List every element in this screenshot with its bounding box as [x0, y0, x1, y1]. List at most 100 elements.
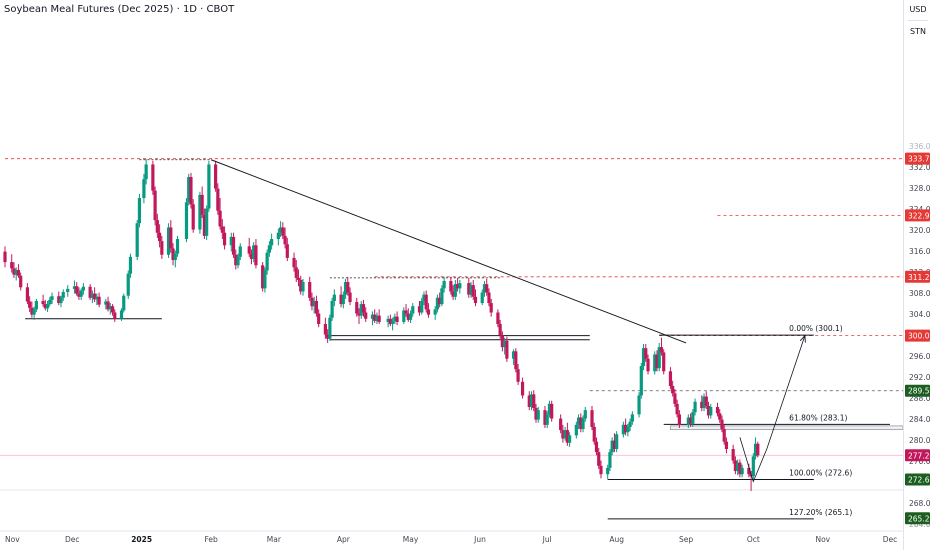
candle-body — [688, 417, 693, 424]
candle-body — [547, 403, 552, 415]
candle-body — [108, 306, 112, 310]
candle-body — [278, 227, 283, 233]
candle-body — [104, 301, 108, 305]
x-tick-12: Nov — [815, 535, 830, 544]
y-tick-11: 284.0 — [909, 415, 931, 424]
price-tag-5 — [905, 449, 930, 462]
candle-body — [628, 421, 632, 427]
candle-body — [574, 424, 578, 436]
candle-body — [455, 284, 460, 289]
y-tick-partial-0: 336.0 — [909, 142, 931, 151]
candle-body — [361, 304, 366, 313]
candle-body — [500, 335, 504, 348]
candle-body — [169, 227, 173, 249]
currency-divider — [908, 20, 928, 21]
candle-body — [220, 226, 224, 233]
candle-body — [216, 188, 220, 211]
candle-body — [706, 405, 711, 416]
candle-body — [355, 302, 359, 314]
candle-body — [581, 418, 585, 430]
fib-label-2: 100.00% (272.6) — [789, 468, 852, 477]
candle-body — [229, 236, 233, 246]
candle-body — [299, 279, 303, 292]
time-axis[interactable]: Nov Dec 2025 Feb Mar Apr May Jun Jul Aug Sep Oct Nov… — [0, 530, 903, 544]
candle-body — [480, 292, 484, 304]
candle-body — [438, 297, 442, 305]
candle-body — [153, 190, 157, 221]
candle-body — [296, 277, 301, 280]
candle-body — [722, 429, 726, 442]
price-tags-layer: 333.7 322.9 311.2 300.0 289.5 277.2 272.6 265.2 — [905, 152, 930, 525]
x-tick-1: Dec — [65, 535, 80, 544]
candle-body — [25, 287, 30, 302]
x-tick-9: Aug — [609, 535, 624, 544]
x-tick-2: 2025 — [131, 535, 152, 544]
candle-body — [189, 177, 193, 205]
y-tick-partial-1: 264.0 — [909, 520, 931, 529]
candle-body — [568, 435, 572, 443]
candle-body — [45, 304, 50, 309]
price-tag-4 — [905, 384, 930, 397]
price-tag-0 — [905, 152, 930, 165]
candle-body — [482, 284, 487, 293]
candle-body — [668, 371, 673, 386]
candle-body — [332, 294, 336, 301]
candle-body — [48, 299, 52, 305]
candle-body — [612, 440, 617, 449]
x-tick-10: Sep — [679, 535, 693, 544]
candle-body — [339, 294, 343, 305]
y-tick-15: 264.0 — [909, 520, 931, 529]
price-tag-label-4: 289.5 — [908, 387, 930, 396]
candle-body — [28, 301, 32, 308]
candle-body — [93, 293, 97, 300]
candle-body — [675, 403, 679, 415]
candle-body — [263, 270, 267, 289]
candle-body — [563, 430, 567, 439]
price-tag-3 — [905, 329, 930, 342]
projection-path[interactable] — [739, 335, 806, 483]
candle-body — [191, 204, 195, 230]
candle-body — [590, 410, 594, 427]
candle-body — [157, 232, 162, 242]
candle-body — [467, 283, 471, 295]
candle-body — [704, 396, 708, 406]
candle-body — [671, 386, 675, 394]
candle-body — [545, 414, 549, 425]
candle-body — [527, 395, 531, 407]
currency-button[interactable]: USD — [909, 5, 927, 14]
candle-body — [561, 430, 565, 439]
candle-body — [270, 239, 274, 246]
candle-body — [77, 293, 81, 297]
candle-body — [43, 304, 47, 309]
candle-body — [88, 286, 92, 298]
currency-alt-button[interactable]: STN — [910, 27, 926, 36]
downtrend-line[interactable] — [210, 159, 687, 344]
candle-body — [659, 347, 664, 353]
candle-body — [449, 281, 453, 292]
candle-body — [81, 286, 86, 291]
candle-body — [95, 296, 99, 300]
candle-body — [364, 312, 368, 319]
y-tick-9: 292.0 — [909, 373, 931, 382]
candle-body — [57, 296, 61, 304]
candle-body — [75, 286, 79, 294]
candle-body — [740, 467, 744, 475]
candle-body — [218, 210, 222, 227]
candle-body — [267, 245, 271, 253]
candle-body — [503, 340, 507, 348]
candle-body — [330, 300, 334, 318]
candle-body — [126, 273, 130, 296]
y-tick-1: 328.0 — [909, 184, 931, 193]
candle-body — [254, 245, 258, 266]
candle-body — [142, 179, 146, 199]
candle-body — [32, 309, 36, 315]
candle-body — [639, 366, 643, 396]
candle-body — [747, 467, 751, 475]
candle-body — [511, 351, 516, 359]
x-tick-4: Mar — [267, 535, 282, 544]
x-tick-13: Dec — [883, 535, 898, 544]
candle-body — [308, 282, 312, 298]
candle-body — [294, 267, 298, 278]
candle-body — [700, 401, 704, 409]
